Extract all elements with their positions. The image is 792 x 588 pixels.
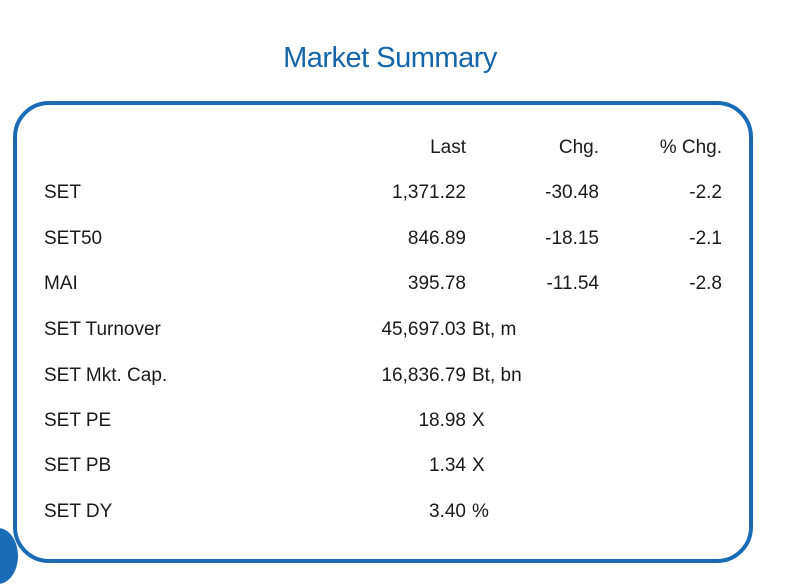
row-last-value: 1,371.22: [392, 182, 466, 203]
row-pct-chg-value: -2.8: [689, 273, 722, 294]
row-chg-value: -11.54: [546, 273, 599, 294]
row-label: SET PB: [44, 455, 112, 476]
summary-panel: [13, 101, 753, 563]
column-header-pct-chg: % Chg.: [659, 137, 722, 158]
row-unit: Bt, m: [472, 319, 517, 340]
row-last-value: 846.89: [407, 228, 466, 249]
row-last-value: 16,836.79: [381, 365, 466, 386]
row-chg-value: -30.48: [545, 182, 599, 203]
row-label: SET50: [44, 228, 103, 249]
row-last-value: 18.98: [418, 410, 466, 431]
row-label: MAI: [44, 273, 78, 294]
row-unit: X: [472, 410, 485, 431]
row-label: SET Turnover: [44, 319, 161, 340]
row-chg-value: -18.15: [545, 228, 599, 249]
row-label: SET: [44, 182, 81, 203]
row-last-value: 45,697.03: [381, 319, 466, 340]
row-label: SET PE: [44, 410, 112, 431]
row-unit: %: [472, 501, 489, 522]
column-header-last: Last: [430, 137, 466, 158]
row-last-value: 3.40: [429, 501, 466, 522]
row-label: SET DY: [44, 501, 113, 522]
row-unit: X: [472, 455, 485, 476]
row-last-value: 395.78: [407, 273, 466, 294]
row-last-value: 1.34: [429, 455, 466, 476]
page-title: Market Summary: [283, 42, 497, 74]
column-header-chg: Chg.: [558, 137, 599, 158]
row-label: SET Mkt. Cap.: [44, 365, 168, 386]
decorative-circle: [0, 528, 18, 584]
row-unit: Bt, bn: [472, 365, 522, 386]
row-pct-chg-value: -2.1: [689, 228, 722, 249]
row-pct-chg-value: -2.2: [689, 182, 722, 203]
